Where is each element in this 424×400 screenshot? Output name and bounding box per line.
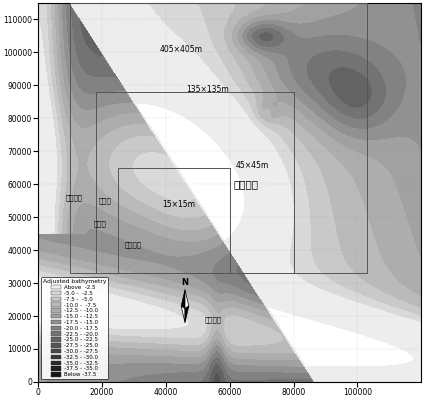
Polygon shape [181, 290, 185, 309]
Text: 405×405m: 405×405m [159, 45, 202, 54]
Text: 大西山: 大西山 [99, 197, 112, 204]
Text: N: N [181, 278, 189, 287]
Text: 羊山岛: 羊山岛 [94, 220, 107, 227]
Text: 灌河口外: 灌河口外 [204, 316, 221, 322]
Bar [118, 168, 230, 273]
Text: 15×15m: 15×15m [162, 200, 195, 209]
Text: 135×135m: 135×135m [186, 85, 229, 94]
Text: 长洪闸口: 长洪闸口 [65, 194, 82, 200]
Polygon shape [185, 306, 189, 323]
Bar [70, 3, 367, 273]
Legend: Above  -2.5, -5.0 -  -2.5, -7.5 -  -5.0, -10.0 -  -7.5, -12.5 - -10.0, -15.0 - -: Above -2.5, -5.0 - -2.5, -7.5 - -5.0, -1… [41, 278, 108, 379]
Polygon shape [185, 290, 189, 309]
Text: 泥沙模型: 泥沙模型 [233, 180, 258, 190]
Text: 45×45m: 45×45m [235, 161, 269, 170]
Bar [96, 92, 293, 273]
Text: 徐井港区: 徐井港区 [124, 242, 141, 248]
Polygon shape [181, 306, 185, 323]
